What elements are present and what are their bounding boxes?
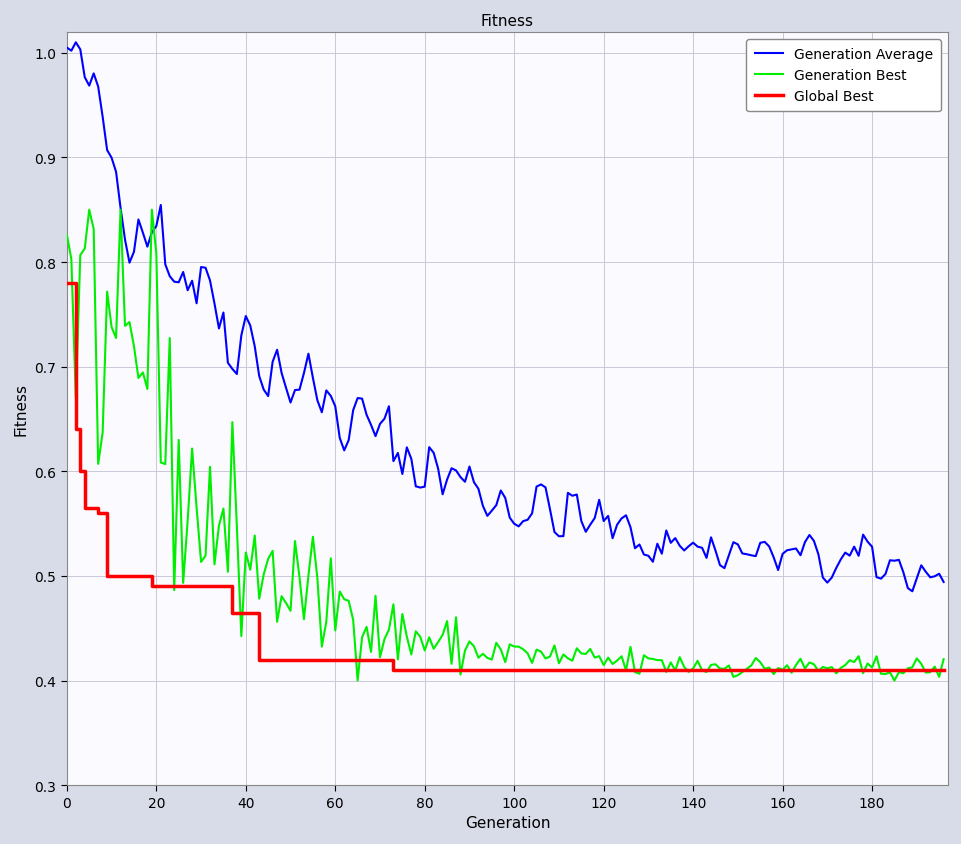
Generation Best: [92, 459, 104, 469]
Global Best: [249, 608, 260, 618]
Generation Best: [861, 658, 873, 668]
Generation Best: [217, 504, 229, 514]
Generation Best: [937, 654, 949, 664]
Generation Average: [62, 43, 73, 53]
Generation Best: [79, 244, 90, 254]
Global Best: [387, 665, 399, 675]
Generation Average: [905, 587, 917, 597]
Generation Best: [84, 205, 95, 215]
Generation Average: [70, 38, 82, 48]
Generation Average: [687, 538, 699, 548]
Global Best: [87, 503, 99, 513]
Line: Generation Best: Generation Best: [67, 210, 943, 681]
Title: Fitness: Fitness: [480, 14, 533, 29]
Generation Average: [84, 81, 95, 91]
Global Best: [79, 503, 90, 513]
Generation Best: [691, 656, 702, 666]
Generation Best: [253, 594, 264, 604]
Generation Average: [92, 83, 104, 93]
Generation Best: [62, 230, 73, 241]
Global Best: [937, 665, 949, 675]
Line: Global Best: Global Best: [67, 284, 943, 670]
Global Best: [856, 665, 868, 675]
Line: Generation Average: Generation Average: [67, 43, 943, 592]
Global Best: [213, 582, 225, 592]
Generation Average: [937, 577, 949, 587]
Global Best: [62, 279, 73, 289]
Generation Average: [217, 308, 229, 318]
X-axis label: Generation: Generation: [464, 815, 550, 830]
Legend: Generation Average, Generation Best, Global Best: Generation Average, Generation Best, Glo…: [746, 40, 940, 112]
Generation Average: [856, 530, 868, 540]
Generation Best: [352, 676, 363, 686]
Generation Average: [253, 371, 264, 381]
Global Best: [687, 665, 699, 675]
Y-axis label: Fitness: Fitness: [13, 382, 29, 436]
